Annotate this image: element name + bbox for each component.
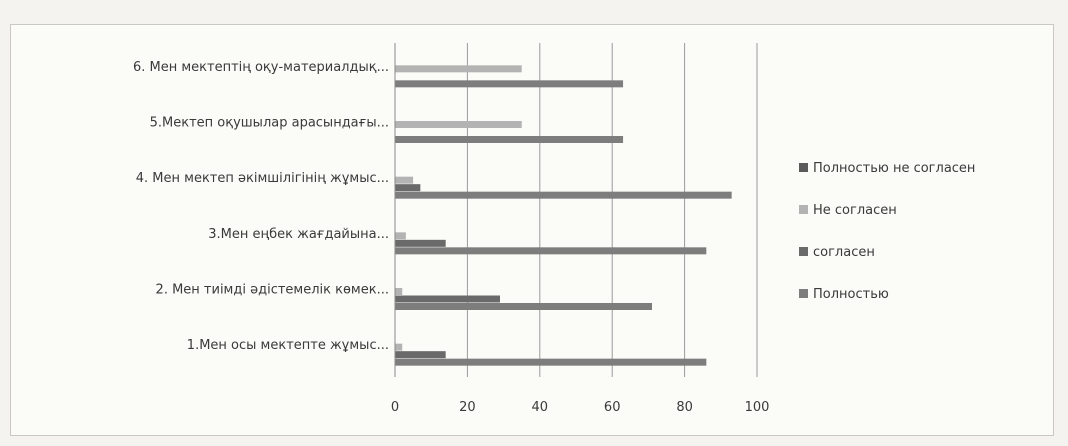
legend-label: согласен xyxy=(813,245,875,260)
legend-swatch xyxy=(799,289,808,298)
bar-4-series-2 xyxy=(395,184,421,192)
x-tick-label: 80 xyxy=(676,400,693,415)
bar-1-series-2 xyxy=(395,351,446,359)
tick-labels: 0 20 40 60 80 100 xyxy=(391,400,770,415)
bar-6-series-1 xyxy=(395,80,624,88)
x-tick-label: 20 xyxy=(459,400,476,415)
bar-3-series-1 xyxy=(395,247,707,255)
legend-swatch xyxy=(799,205,808,214)
bar-chart: 1.Мен осы мектепте жұмыс... 2. Мен тиімді… xyxy=(133,43,975,415)
category-label: 2. Мен тиімді әдістемелік көмек... xyxy=(156,283,389,298)
legend-swatch xyxy=(799,247,808,256)
legend-label: Полностью xyxy=(813,287,889,302)
bar-2-series-1 xyxy=(395,303,653,310)
chart-frame: 1.Мен осы мектепте жұмыс... 2. Мен тиімді… xyxy=(10,24,1054,436)
x-tick-label: 0 xyxy=(391,400,399,415)
bar-6-series-3 xyxy=(395,65,522,73)
bar-2-series-3 xyxy=(395,288,403,295)
category-label: 3.Мен еңбек жағдайына... xyxy=(208,227,389,242)
x-tick-label: 100 xyxy=(745,400,770,415)
bar-3-series-2 xyxy=(395,239,446,247)
category-labels: 1.Мен осы мектепте жұмыс... 2. Мен тиімді… xyxy=(133,60,389,353)
bars xyxy=(395,65,732,366)
legend-label: Полностью не согласен xyxy=(813,161,975,176)
bar-1-series-3 xyxy=(395,343,403,351)
legend: Полностью не согласен Не согласен согласен… xyxy=(799,161,975,302)
bar-4-series-3 xyxy=(395,176,414,184)
category-label: 4. Мен мектеп әкімшілігінің жұмыс... xyxy=(136,171,389,186)
legend-label: Не согласен xyxy=(813,203,897,218)
bar-3-series-3 xyxy=(395,232,406,240)
x-tick-label: 60 xyxy=(604,400,621,415)
category-label: 6. Мен мектептің оқу-материалдық... xyxy=(133,60,389,75)
bar-1-series-1 xyxy=(395,358,707,366)
category-label: 1.Мен осы мектепте жұмыс... xyxy=(187,338,389,353)
legend-swatch xyxy=(799,163,808,172)
bar-4-series-1 xyxy=(395,191,732,199)
x-tick-label: 40 xyxy=(532,400,549,415)
grid-lines xyxy=(466,43,758,377)
bar-2-series-2 xyxy=(395,295,500,303)
bar-5-series-3 xyxy=(395,121,522,128)
category-label: 5.Мектеп оқушылар арасындағы... xyxy=(150,116,389,131)
bar-5-series-1 xyxy=(395,136,624,143)
